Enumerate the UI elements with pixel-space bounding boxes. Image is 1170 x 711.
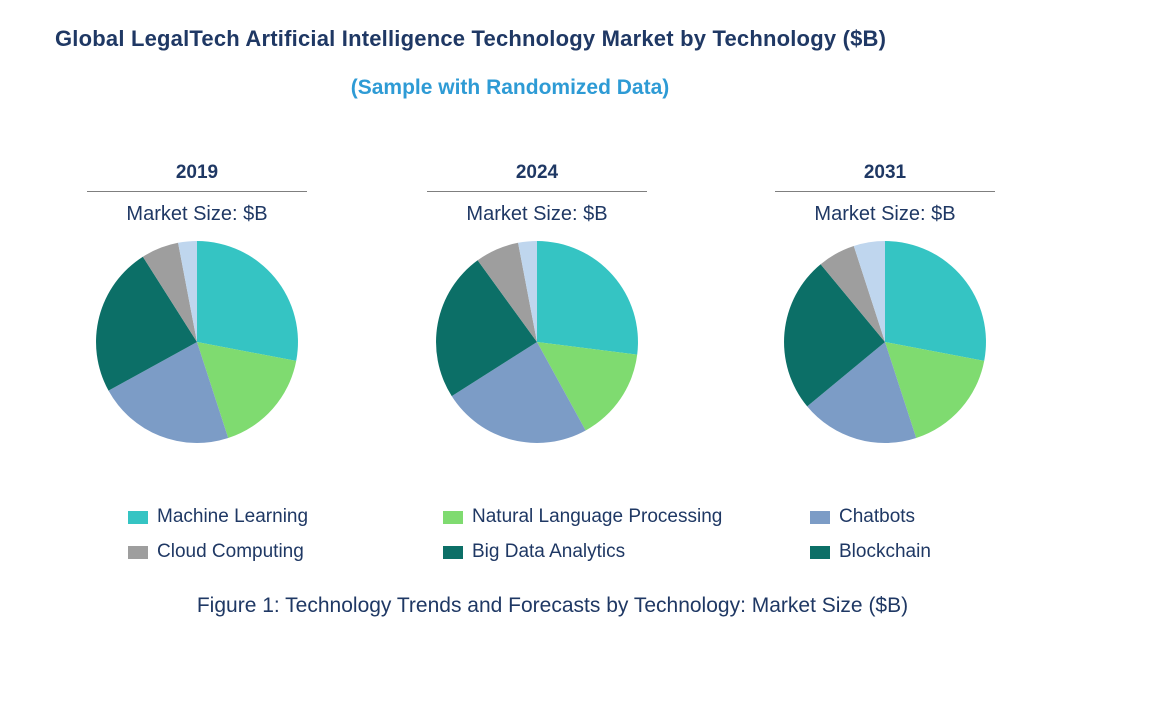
pie-chart-2019: 2019 Market Size: $B <box>77 162 317 444</box>
legend-label: Blockchain <box>839 541 931 562</box>
legend-label: Big Data Analytics <box>472 541 626 562</box>
legend-swatch-natural-language-processing <box>443 510 463 524</box>
pie-slice <box>197 342 297 439</box>
pie-svg <box>436 241 638 443</box>
chart-year-label: 2024 <box>427 162 647 192</box>
pie-svg <box>96 241 298 443</box>
pie-slice <box>178 241 197 342</box>
pie-slice <box>108 342 229 443</box>
chart-year-label: 2031 <box>775 162 995 192</box>
pie-slice <box>451 342 586 443</box>
legend: Machine Learning Natural Language Proces… <box>128 506 931 563</box>
chart-axis-label: Market Size: $B <box>126 203 268 225</box>
pie-slice <box>885 241 986 361</box>
pie-slice <box>436 260 537 397</box>
pie-chart-2031: 2031 Market Size: $B <box>765 162 1005 444</box>
pie-slice <box>96 256 197 391</box>
pie-chart-2024: 2024 Market Size: $B <box>417 162 657 444</box>
legend-swatch-cloud-computing <box>128 545 148 559</box>
legend-item-chatbots: Chatbots <box>810 506 931 528</box>
figure-caption: Figure 1: Technology Trends and Forecast… <box>196 594 909 617</box>
figure-subtitle: (Sample with Randomized Data) <box>350 76 670 99</box>
year-text: 2019 <box>175 162 219 183</box>
legend-item-big-data-analytics: Big Data Analytics <box>443 541 810 563</box>
legend-label: Chatbots <box>839 506 916 527</box>
pie-slice <box>477 242 537 342</box>
pie-slice <box>885 342 985 439</box>
pie-svg <box>784 241 986 443</box>
legend-swatch-machine-learning <box>128 510 148 524</box>
pie-slice <box>820 245 885 342</box>
legend-swatch-blockchain <box>810 545 830 559</box>
pie-slice <box>807 342 917 443</box>
pie-slice <box>853 241 885 342</box>
legend-label: Natural Language Processing <box>472 506 723 527</box>
legend-swatch-big-data-analytics <box>443 545 463 559</box>
pie-slice <box>537 241 638 355</box>
pie-slice <box>197 241 298 361</box>
pie-2024 <box>435 240 639 444</box>
chart-axis-label: Market Size: $B <box>814 203 956 225</box>
pie-slice <box>142 242 197 342</box>
pie-slice <box>784 264 885 407</box>
year-text: 2031 <box>863 162 907 183</box>
legend-label: Cloud Computing <box>157 541 304 562</box>
pie-2019 <box>95 240 299 444</box>
figure-title: Global LegalTech Artificial Intelligence… <box>55 26 887 51</box>
chart-axis-label: Market Size: $B <box>466 203 608 225</box>
year-text: 2024 <box>515 162 559 183</box>
legend-item-natural-language-processing: Natural Language Processing <box>443 506 810 528</box>
pie-slice <box>518 241 537 342</box>
legend-item-blockchain: Blockchain <box>810 541 931 563</box>
pie-slice <box>537 342 638 431</box>
chart-year-label: 2019 <box>87 162 307 192</box>
legend-item-machine-learning: Machine Learning <box>128 506 443 528</box>
legend-swatch-chatbots <box>810 510 830 524</box>
pie-2031 <box>783 240 987 444</box>
legend-item-cloud-computing: Cloud Computing <box>128 541 443 563</box>
legend-label: Machine Learning <box>157 506 309 527</box>
